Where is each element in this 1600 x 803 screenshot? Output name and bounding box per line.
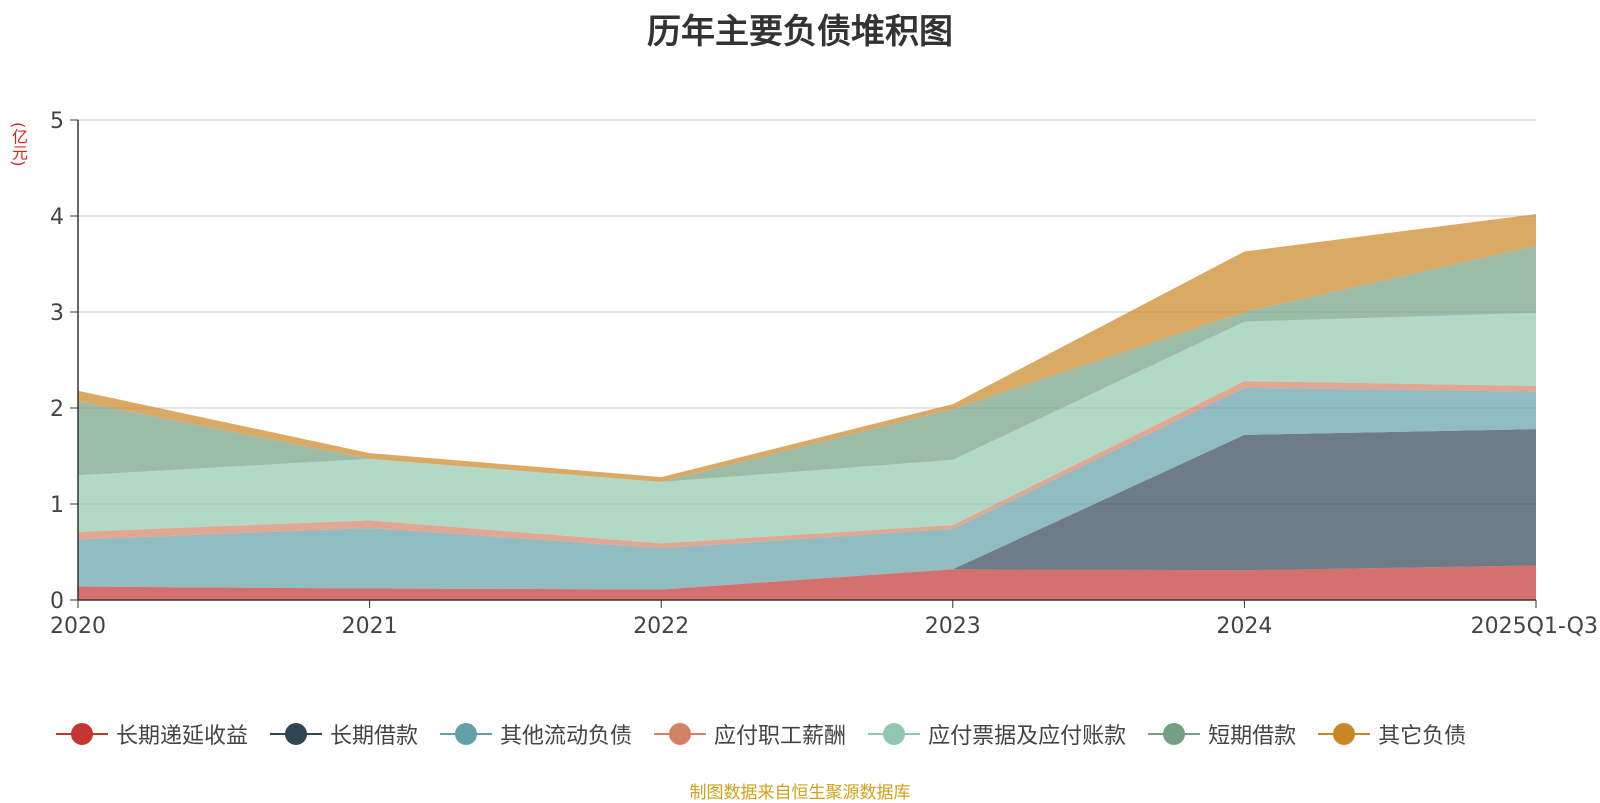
x-tick-label: 2022 <box>633 614 689 639</box>
legend-label: 短期借款 <box>1208 724 1297 749</box>
chart-legend: 长期递延收益 长期借款 其他流动负债 应付职工薪酬 应付票据及应付账款 短期借款 其它负债 <box>56 718 1488 750</box>
legend-marker-icon <box>654 722 707 746</box>
legend-marker-dot <box>285 723 308 745</box>
y-tick-label: 0 <box>50 589 64 614</box>
legend-item[interactable]: 短期借款 <box>1148 718 1296 750</box>
y-tick-label: 4 <box>50 205 64 230</box>
legend-item[interactable]: 其它负债 <box>1318 718 1466 750</box>
legend-marker-icon <box>1148 722 1201 746</box>
legend-label: 应付职工薪酬 <box>714 724 847 749</box>
legend-marker-icon <box>1318 722 1371 746</box>
area-series-6 <box>78 214 1536 482</box>
legend-item[interactable]: 应付职工薪酬 <box>654 718 846 750</box>
legend-marker-icon <box>440 722 493 746</box>
legend-label: 长期递延收益 <box>116 724 249 749</box>
area-series-0 <box>78 565 1536 600</box>
area-series-5 <box>78 245 1536 482</box>
legend-marker-icon <box>56 722 108 746</box>
x-tick-label: 2025Q1-Q3 <box>1471 614 1598 639</box>
legend-marker-dot <box>1333 723 1356 745</box>
y-tick-label: 1 <box>50 493 64 518</box>
area-series-1 <box>78 429 1536 590</box>
legend-marker-icon <box>270 722 323 746</box>
legend-marker-dot <box>71 723 93 745</box>
legend-marker-dot <box>455 723 478 745</box>
source-note: 制图数据来自恒生聚源数据库 <box>689 783 911 803</box>
x-tick-label: 2024 <box>1216 614 1272 639</box>
legend-label: 应付票据及应付账款 <box>928 724 1127 749</box>
y-tick-label: 3 <box>50 301 64 326</box>
area-series-4 <box>78 312 1536 544</box>
area-series-2 <box>78 387 1536 590</box>
area-series-3 <box>78 381 1536 549</box>
legend-marker-dot <box>1163 723 1186 745</box>
x-tick-label: 2021 <box>342 614 398 639</box>
legend-item[interactable]: 长期递延收益 <box>56 718 248 750</box>
y-tick-label: 5 <box>50 109 64 134</box>
y-tick-label: 2 <box>50 397 64 422</box>
x-tick-label: 2023 <box>925 614 981 639</box>
legend-item[interactable]: 长期借款 <box>270 718 418 750</box>
y-axis-unit-label: (亿元) <box>9 122 28 167</box>
legend-label: 其它负债 <box>1378 724 1467 749</box>
legend-marker-icon <box>868 722 921 746</box>
legend-item[interactable]: 其他流动负债 <box>440 718 632 750</box>
legend-label: 长期借款 <box>330 724 419 749</box>
legend-item[interactable]: 应付票据及应付账款 <box>868 718 1126 750</box>
chart-title: 历年主要负债堆积图 <box>647 12 953 52</box>
x-tick-label: 2020 <box>50 614 106 639</box>
legend-marker-dot <box>669 723 692 745</box>
legend-marker-dot <box>883 723 906 745</box>
legend-label: 其他流动负债 <box>500 724 633 749</box>
